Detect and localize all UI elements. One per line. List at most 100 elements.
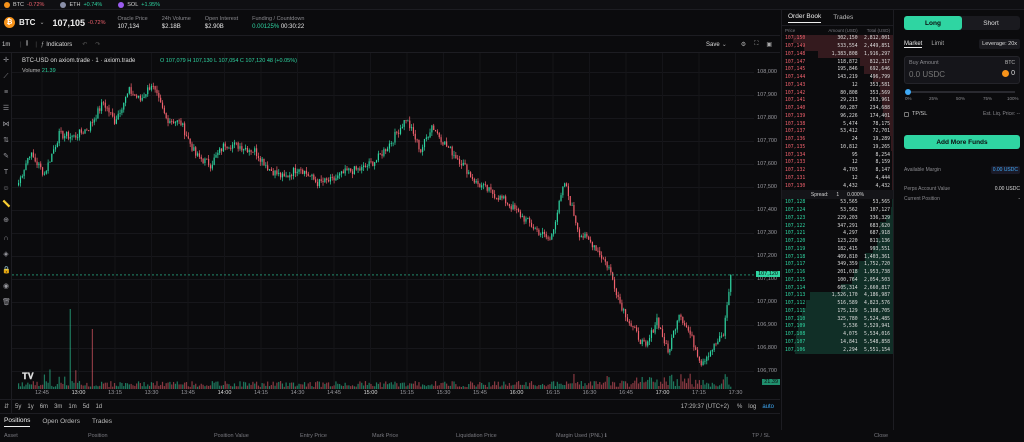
bid-row[interactable]: 107,117 349,359 1,752,720 [782,261,893,269]
ask-row[interactable]: 107,142 80,808 353,569 [782,89,893,97]
bid-row[interactable]: 107,113 1,526,170 4,186,987 [782,292,893,300]
ruler-icon[interactable]: 📏 [2,201,11,208]
bid-row[interactable]: 107,107 14,841 5,548,858 [782,338,893,347]
undo-icon[interactable]: ↶ [82,42,88,48]
ask-row[interactable]: 107,133 12 8,159 [782,159,893,167]
log-scale-toggle[interactable]: log [748,403,757,410]
ask-row[interactable]: 107,143 12 353,581 [782,81,893,90]
text-icon[interactable]: T [3,169,9,176]
auto-scale-toggle[interactable]: auto [762,403,774,410]
price-axis[interactable]: 108,000 107,900 107,800 107,700 107,600 107,5… [754,53,780,389]
bid-row[interactable]: 107,111 175,129 5,108,705 [782,307,893,316]
bid-row[interactable]: 107,121 4,297 687,918 [782,230,893,238]
range-button-3m[interactable]: 3m [54,403,63,410]
bid-row[interactable]: 107,106 2,294 5,551,154 [782,346,893,354]
tab-order-book[interactable]: Order Book [788,13,822,23]
zoom-icon[interactable]: ⊕ [3,217,9,224]
ask-row[interactable]: 107,150 302,150 2,812,001 [782,35,893,43]
bid-row[interactable]: 107,124 53,562 107,127 [782,206,893,215]
ticker-btc[interactable]: BTC -0.72% [4,1,44,8]
ask-row[interactable]: 107,147 118,872 812,317 [782,58,893,66]
magnet-icon[interactable]: ∩ [3,235,9,242]
tpsl-checkbox[interactable] [904,111,909,117]
bid-row[interactable]: 107,123 229,203 336,329 [782,214,893,223]
redo-icon[interactable]: ↷ [95,42,101,48]
add-funds-button[interactable]: Add More Funds [904,135,1020,149]
bid-row[interactable]: 107,112 516,589 4,823,576 [782,299,893,308]
bid-row[interactable]: 107,119 182,415 993,551 [782,245,893,254]
lock-icon[interactable]: 🔒 [2,267,11,274]
range-button-1y[interactable]: 1y [27,403,34,410]
bid-row[interactable]: 107,115 100,764 2,054,503 [782,276,893,285]
ask-row[interactable]: 107,137 53,412 72,701 [782,128,893,136]
ask-row[interactable]: 107,144 143,219 496,799 [782,73,893,82]
ask-row[interactable]: 107,138 5,474 78,175 [782,120,893,128]
long-button[interactable]: Long [904,16,962,30]
ask-row[interactable]: 107,135 10,812 19,265 [782,143,893,152]
time-axis[interactable]: 12:45 13:00 13:15 13:30 13:45 14:00 14:15 14:30… [12,389,754,399]
tab-trades[interactable]: Trades [833,14,854,21]
layers-icon[interactable]: ◈ [3,251,9,258]
screenshot-icon[interactable]: ▣ [766,42,772,48]
horizontal-lines-icon[interactable]: ≡ [3,89,9,96]
chevron-down-icon[interactable]: ⌄ [721,42,727,48]
range-button-6m[interactable]: 6m [39,403,49,410]
bid-row[interactable]: 107,122 347,291 683,620 [782,222,893,230]
range-button-1d[interactable]: 1d [95,403,103,410]
leverage-button[interactable]: Leverage: 20x [979,39,1020,49]
range-button-5d[interactable]: 5d [82,403,90,410]
ask-row[interactable]: 107,136 24 19,289 [782,135,893,144]
tab-open-orders[interactable]: Open Orders [42,418,80,425]
ask-row[interactable]: 107,148 1,383,808 1,916,297 [782,50,893,59]
tab-trades[interactable]: Trades [91,418,112,425]
save-button[interactable]: Save [706,41,720,48]
ask-row[interactable]: 107,130 4,432 4,432 [782,182,893,190]
ask-row[interactable]: 107,149 533,554 2,449,851 [782,42,893,51]
fib-icon[interactable]: ☰ [2,105,10,112]
bid-row[interactable]: 107,109 5,536 5,529,941 [782,323,893,331]
ticker-eth[interactable]: ETH +0.74% [60,1,102,8]
bid-row[interactable]: 107,128 53,565 53,565 [782,199,893,207]
trendline-icon[interactable]: ⟋ [3,73,9,80]
emoji-icon[interactable]: ☺ [2,185,10,192]
tab-limit[interactable]: Limit [931,41,945,47]
ask-row[interactable]: 107,131 12 4,444 [782,174,893,183]
bid-row[interactable]: 107,114 605,314 2,660,817 [782,284,893,292]
fullscreen-icon[interactable]: ⛶ [754,41,759,47]
date-range-icon[interactable]: ⇵ [4,404,10,410]
ask-row[interactable]: 107,145 195,846 692,646 [782,66,893,74]
price-chart[interactable]: BTC-USD on axiom.trade · 1 · axiom.trade… [12,53,754,389]
market-selector[interactable]: ₿ BTC ⌄ [4,17,44,28]
bid-row[interactable]: 107,120 123,220 811,136 [782,237,893,246]
eye-icon[interactable]: ◉ [2,283,10,290]
pattern-icon[interactable]: ⋈ [2,121,10,128]
gear-icon[interactable]: ⚙ [740,42,747,48]
short-button[interactable]: Short [983,19,999,27]
ask-row[interactable]: 107,132 4,703 8,147 [782,166,893,175]
tab-positions[interactable]: Positions [4,417,31,427]
tab-market[interactable]: Market [904,40,923,48]
ticker-sol[interactable]: SOL +1.95% [118,1,160,8]
ask-row[interactable]: 107,140 60,287 234,688 [782,104,893,113]
ask-row[interactable]: 107,139 96,226 174,401 [782,112,893,121]
ask-row[interactable]: 107,134 95 8,254 [782,151,893,159]
bid-row[interactable]: 107,116 201,018 1,953,738 [782,268,893,277]
bid-row[interactable]: 107,118 409,810 1,403,361 [782,253,893,261]
trash-icon[interactable]: 🗑 [2,299,11,306]
interval-button[interactable]: 1m [2,41,11,48]
buy-amount-field[interactable]: Buy Amount 0.0 USDC BTC 0 [904,56,1020,84]
bid-row[interactable]: 107,108 4,075 5,534,016 [782,330,893,339]
range-button-1m[interactable]: 1m [68,403,77,410]
crosshair-icon[interactable]: ✛ [3,57,9,64]
amount-slider[interactable]: 0% 25% 50% 75% 100% [905,89,1019,102]
percent-scale-toggle[interactable]: % [736,403,743,410]
ask-row[interactable]: 107,141 29,213 263,961 [782,97,893,105]
candle-type-icon[interactable]: ⫼ [25,41,29,47]
brush-icon[interactable]: ✎ [3,153,9,160]
indicators-button[interactable]: Indicators [46,41,73,48]
chart-clock[interactable]: 17:29:37 (UTC+2) [680,403,729,410]
bid-row[interactable]: 107,110 325,780 5,524,485 [782,315,893,323]
slider-handle[interactable] [905,89,911,95]
range-button-5y[interactable]: 5y [15,403,22,410]
projection-icon[interactable]: ⇅ [3,137,9,144]
